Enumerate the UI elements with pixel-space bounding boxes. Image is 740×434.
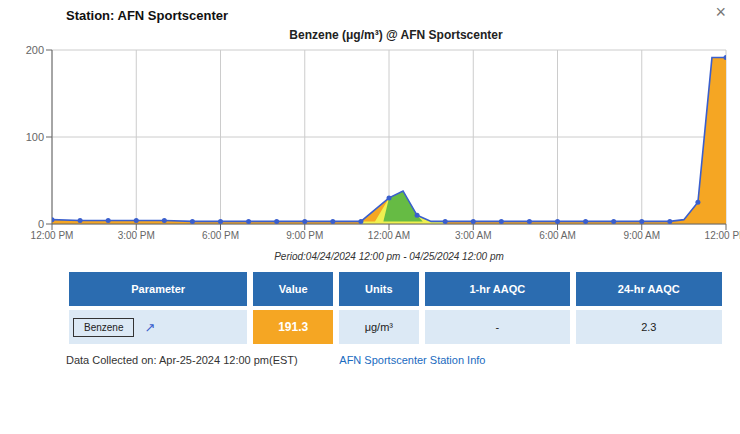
svg-text:Period:04/24/2024 12:00 pm - 0: Period:04/24/2024 12:00 pm - 04/25/2024 … (274, 251, 504, 262)
html-text:1-hr AAQC: 1-hr AAQC (469, 283, 526, 295)
html-text:Units: Units (365, 283, 393, 295)
svg-text:0: 0 (38, 218, 44, 230)
html-text:Data Collected on: Apr-25-2024: Data Collected on: Apr-25-2024 12:00 pm(… (66, 354, 298, 366)
svg-text:6:00 PM: 6:00 PM (202, 230, 239, 241)
html-text:Station: AFN Sportscenter: Station: AFN Sportscenter (66, 8, 228, 23)
html-text:AFN Sportscenter Station Info: AFN Sportscenter Station Info (339, 354, 486, 366)
svg-text:9:00 AM: 9:00 AM (623, 230, 660, 241)
html-text:Benzene: Benzene (84, 321, 124, 333)
svg-text:12:00 AM: 12:00 AM (368, 230, 410, 241)
svg-text:3:00 AM: 3:00 AM (455, 230, 492, 241)
svg-text:6:00 AM: 6:00 AM (539, 230, 576, 241)
svg-text:3:00 PM: 3:00 PM (118, 230, 155, 241)
svg-text:9:00 PM: 9:00 PM (286, 230, 323, 241)
html-text:191.3: 191.3 (278, 320, 309, 334)
svg-text:100: 100 (26, 131, 44, 143)
html-text:μg/m³: μg/m³ (364, 321, 393, 333)
html-text:24-hr AAQC: 24-hr AAQC (617, 283, 680, 295)
svg-text:200: 200 (26, 44, 44, 56)
svg-text:12:00 PM: 12:00 PM (31, 230, 74, 241)
html-text:Benzene (μg/m³) @ AFN Sportsce: Benzene (μg/m³) @ AFN Sportscenter (289, 28, 503, 42)
svg-text:12:00 PM: 12:00 PM (705, 230, 732, 241)
html-text:2.3: 2.3 (641, 321, 657, 333)
html-text:Parameter: Parameter (131, 283, 186, 295)
html-text:Value: Value (278, 283, 308, 295)
